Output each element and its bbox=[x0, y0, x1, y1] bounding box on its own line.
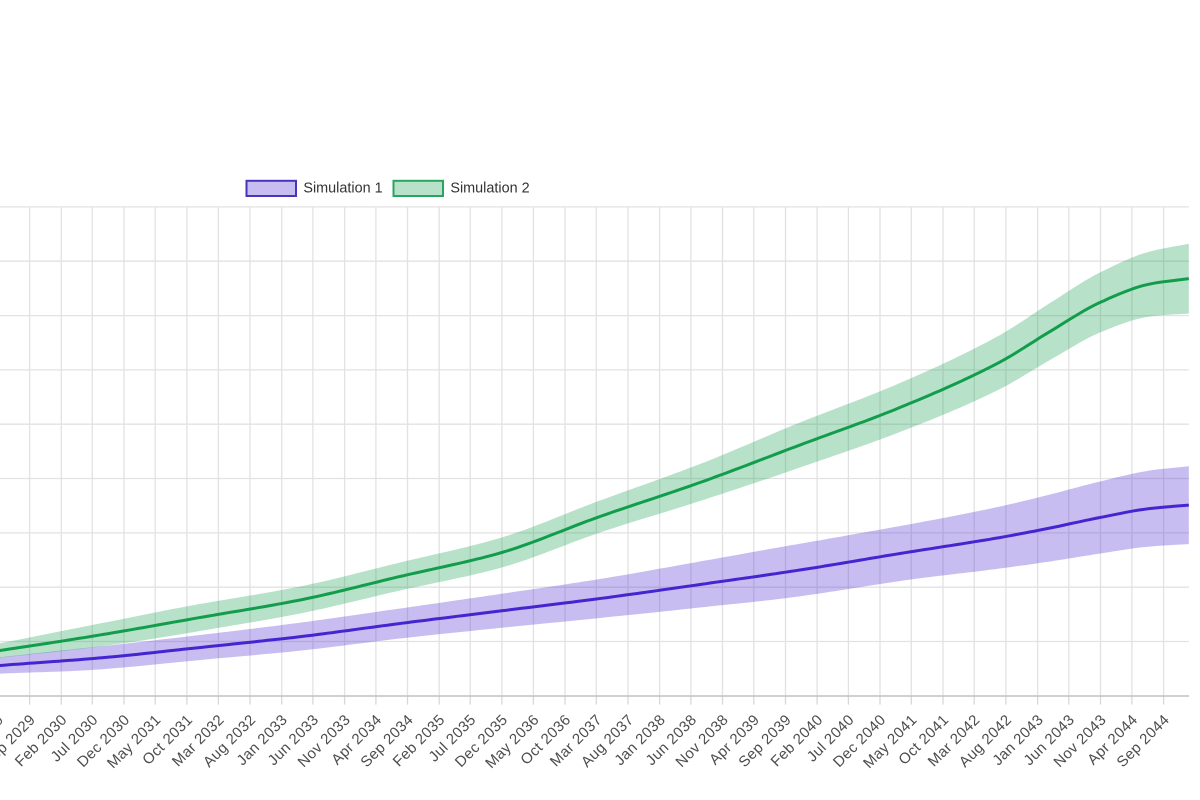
svg-text:Simulation 1: Simulation 1 bbox=[303, 181, 382, 197]
svg-text:Simulation 2: Simulation 2 bbox=[450, 181, 529, 197]
